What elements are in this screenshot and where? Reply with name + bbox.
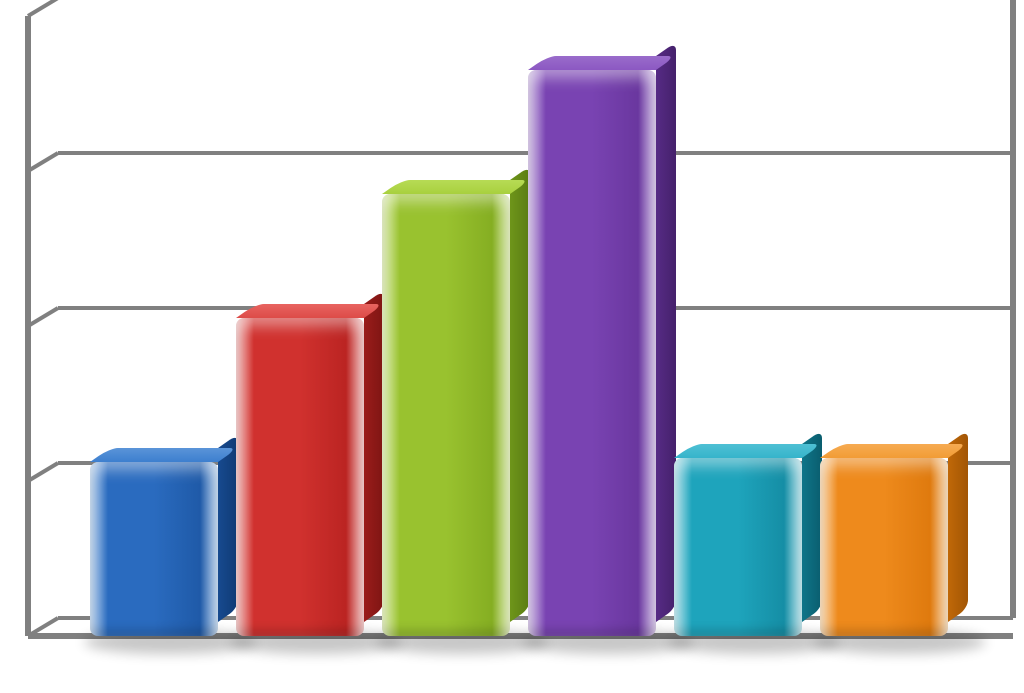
- bar-side: [510, 166, 530, 622]
- bar-side: [802, 430, 822, 622]
- bar-top: [236, 304, 384, 318]
- bar-top: [674, 444, 822, 458]
- gridline-side: [27, 461, 59, 482]
- bar-top: [528, 56, 676, 70]
- bar-side: [656, 42, 676, 622]
- bar-top: [382, 180, 530, 194]
- bar-top: [820, 444, 968, 458]
- bar-front: [528, 70, 656, 636]
- back-right-edge: [1010, 0, 1016, 618]
- gridline-side: [27, 306, 59, 327]
- bar-side: [218, 434, 238, 622]
- bar-chart: [0, 0, 1024, 693]
- y-axis: [25, 16, 31, 636]
- bar-front: [674, 458, 802, 636]
- gridline-side: [27, 0, 59, 18]
- bar-side: [364, 290, 384, 622]
- bar-front: [820, 458, 948, 636]
- bar-front: [382, 194, 510, 636]
- bar-side: [948, 430, 968, 622]
- bar-front: [90, 462, 218, 636]
- gridline-side: [27, 151, 59, 172]
- bar-front: [236, 318, 364, 636]
- bar-top: [90, 448, 238, 462]
